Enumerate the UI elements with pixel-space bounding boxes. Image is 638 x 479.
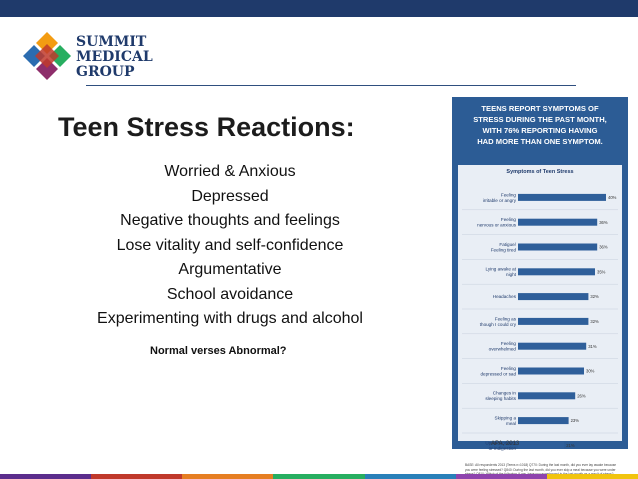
header-line: WITH 76% REPORTING HAVING: [482, 126, 598, 135]
bottom-color-bar: [0, 474, 638, 479]
value-label: 30%: [586, 369, 595, 374]
bar: [518, 392, 576, 400]
color-stripe: [546, 474, 638, 479]
list-item: Worried & Anxious: [164, 163, 296, 180]
logo-line-2: MEDICAL: [76, 49, 153, 65]
category-label: Upset stomach or indigestion: [485, 440, 516, 451]
summit-logo-icon: [23, 32, 71, 80]
logo-text: SUMMIT MEDICAL GROUP: [76, 35, 153, 80]
category-label: Skipping a meal: [495, 415, 517, 426]
value-label: 36%: [599, 220, 608, 225]
category-label: Lying awake at night: [486, 267, 517, 278]
symptom-bar-chart: Feeling irritable or angry 40% Feeling nervo…: [462, 192, 618, 451]
bar: [518, 342, 587, 350]
value-label: 35%: [597, 269, 606, 274]
category-label: Feeling depressed or sad: [481, 366, 517, 377]
list-item: Experimenting with drugs and alcohol: [97, 310, 363, 327]
header-line: STRESS DURING THE PAST MONTH,: [473, 115, 607, 124]
color-stripe: [273, 474, 365, 479]
bar: [518, 218, 598, 226]
value-label: 40%: [608, 195, 617, 200]
category-label: Fatigue/Feeling tired: [491, 242, 517, 253]
value-label: 32%: [590, 319, 599, 324]
category-label: Changes in sleeping habits: [485, 391, 516, 402]
teen-stress-infographic: TEENS REPORT SYMPTOMS OF STRESS DURING T…: [452, 97, 628, 476]
bar: [518, 243, 598, 251]
chart-title: Symptoms of Teen Stress: [506, 169, 574, 175]
bar: [518, 317, 589, 325]
bar: [518, 293, 589, 301]
infographic-header: TEENS REPORT SYMPTOMS OF STRESS DURING T…: [452, 103, 628, 147]
slide-title: Teen Stress Reactions:: [58, 112, 355, 142]
source-citation: APA, 2013: [491, 441, 520, 447]
reaction-list: Worried & Anxious Depressed Negative tho…: [60, 160, 400, 332]
header-line: TEENS REPORT SYMPTOMS OF: [481, 104, 599, 113]
bar: [518, 193, 606, 201]
color-stripe: [0, 474, 92, 479]
value-label: 26%: [577, 393, 586, 398]
category-label: Feeling irritable or angry: [483, 192, 517, 203]
value-label: 31%: [588, 344, 597, 349]
note-text: Normal verses Abnormal?: [150, 345, 287, 357]
list-item: Lose vitality and self-confidence: [116, 236, 344, 254]
top-bar: [0, 0, 638, 17]
bar: [518, 417, 569, 425]
category-label: Feeling overwhelmed: [489, 341, 517, 352]
divider-rule: [86, 85, 576, 86]
value-label: 23%: [571, 418, 580, 423]
color-stripe: [455, 474, 547, 479]
list-item: Depressed: [191, 187, 269, 205]
bar: [518, 367, 584, 375]
logo-line-1: SUMMIT: [76, 34, 147, 50]
category-label: Feeling as though I could cry: [480, 316, 517, 327]
list-item: Negative thoughts and feelings: [120, 212, 340, 229]
bar: [518, 268, 595, 276]
list-item: School avoidance: [166, 285, 294, 303]
category-label: Feeling nervous or anxious: [477, 217, 517, 228]
logo-line-3: GROUP: [76, 64, 135, 80]
value-label: 36%: [599, 245, 608, 250]
header-line: HAD MORE THAN ONE SYMPTOM.: [477, 137, 603, 146]
color-stripe: [364, 474, 456, 479]
list-item: Argumentative: [178, 261, 282, 278]
color-stripe: [182, 474, 274, 479]
value-label: 32%: [590, 294, 599, 299]
bar: [518, 441, 565, 449]
color-stripe: [91, 474, 183, 479]
chart-panel: Symptoms of Teen Stress Feeling irritable…: [458, 165, 622, 476]
category-label: Headaches: [493, 294, 517, 299]
value-label: 21%: [566, 443, 575, 448]
